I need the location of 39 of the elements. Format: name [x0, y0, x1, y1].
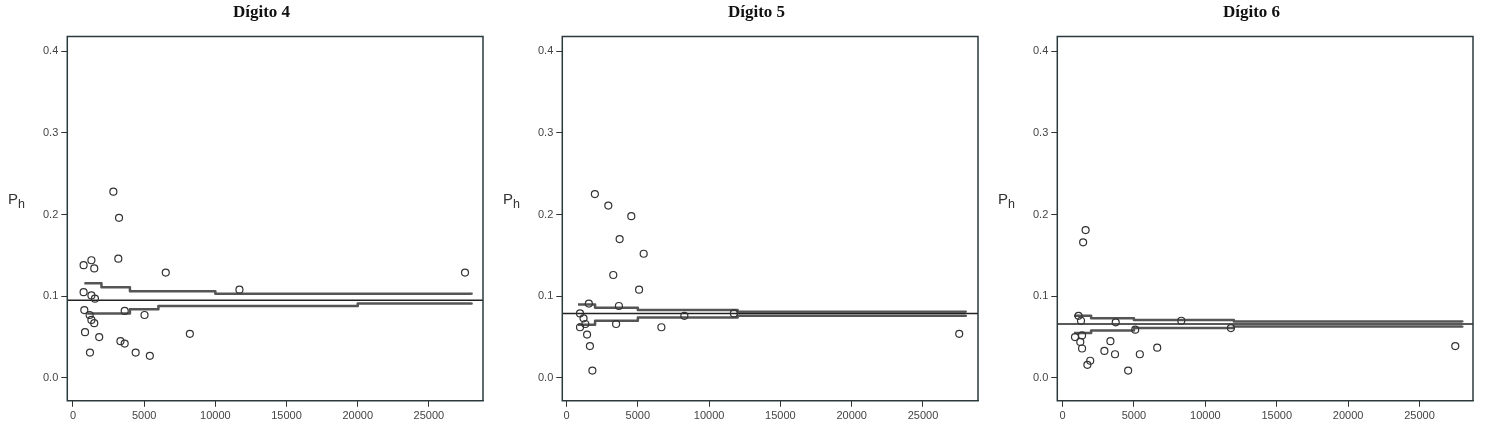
x-tick-label: 10000: [693, 409, 725, 422]
x-tick-label: 0: [69, 409, 77, 422]
y-tick-label: 0.0: [1032, 370, 1049, 383]
y-tick-label: 0.1: [42, 289, 59, 302]
x-tick-label: 5000: [1121, 409, 1147, 422]
y-tick-label: 0.4: [1032, 44, 1049, 57]
y-tick-label: 0.1: [537, 289, 554, 302]
y-axis-title: P$_{h}$: [998, 190, 1015, 211]
x-tick-label: 15000: [1261, 409, 1293, 422]
x-tick-label: 25000: [1404, 409, 1435, 422]
y-tick-label: 0.3: [42, 125, 59, 138]
x-tick-label: 25000: [907, 409, 939, 422]
x-tick-label: 20000: [1332, 409, 1364, 422]
x-tick-label: 0: [563, 409, 570, 422]
y-tick-label: 0.3: [1032, 125, 1049, 138]
y-tick-label: 0.0: [537, 370, 554, 383]
y-tick-label: 0.3: [537, 125, 554, 138]
y-tick-label: 0.2: [42, 207, 59, 220]
chart-title: Dígito 6: [1222, 1, 1281, 21]
y-axis-title: P$_{h}$: [503, 190, 520, 211]
x-tick-label: 20000: [836, 409, 867, 422]
y-axis-title: P$_{h}$: [8, 190, 25, 211]
x-tick-label: 25000: [413, 409, 445, 422]
y-tick-label: 0.0: [42, 370, 59, 383]
y-tick-label: 0.4: [537, 44, 554, 57]
y-tick-label: 0.4: [42, 44, 59, 57]
chart-title: Dígito 4: [232, 1, 291, 21]
x-tick-label: 15000: [765, 409, 796, 422]
chart-title: Dígito 5: [727, 1, 786, 21]
x-tick-label: 5000: [625, 409, 651, 422]
x-tick-label: 15000: [271, 409, 302, 422]
y-tick-label: 0.2: [537, 207, 554, 220]
x-tick-label: 20000: [342, 409, 374, 422]
y-tick-label: 0.2: [1032, 207, 1049, 220]
x-tick-label: 0: [1059, 409, 1066, 422]
x-tick-label: 10000: [200, 409, 231, 422]
x-tick-label: 10000: [1190, 409, 1221, 422]
y-tick-label: 0.1: [1032, 289, 1049, 302]
x-tick-label: 5000: [131, 409, 157, 422]
